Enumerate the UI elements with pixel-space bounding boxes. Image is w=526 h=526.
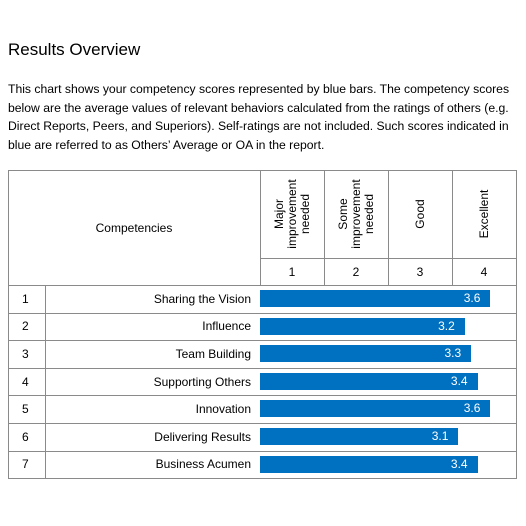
competency-name: Business Acumen — [155, 457, 251, 472]
bar-value: 3.6 — [463, 401, 481, 416]
bar — [260, 400, 491, 418]
bar — [260, 317, 465, 335]
competency-name: Influence — [202, 319, 251, 334]
competency-name: Innovation — [195, 402, 251, 417]
scale-tick: 3 — [416, 264, 424, 279]
scale-label: Major improvement needed — [271, 179, 312, 249]
row-index: 4 — [22, 374, 29, 389]
bar — [260, 455, 478, 473]
bar-value: 3.4 — [450, 373, 468, 388]
row-index: 5 — [22, 402, 29, 417]
row-index: 1 — [22, 291, 29, 306]
competency-name: Sharing the Vision — [153, 291, 251, 306]
scale-label: Some improvement needed — [335, 179, 376, 249]
bar-value: 3.2 — [438, 318, 455, 333]
title: Results Overview — [8, 40, 141, 59]
scale-label: Good — [412, 199, 427, 229]
scale-tick: 4 — [480, 264, 488, 279]
bar-value: 3.1 — [431, 429, 449, 443]
h-line — [8, 423, 517, 424]
column-header: Competencies — [95, 220, 173, 235]
scale-label: Excellent — [476, 189, 491, 239]
bar — [260, 372, 478, 390]
competency-name: Delivering Results — [154, 429, 251, 444]
competency-name: Supporting Others — [153, 374, 251, 389]
bar — [260, 290, 491, 307]
bar-value: 3.4 — [450, 456, 468, 471]
row-index: 6 — [22, 429, 29, 444]
v-line — [388, 170, 389, 285]
v-line — [260, 170, 261, 285]
h-line — [8, 395, 517, 397]
h-line — [8, 340, 517, 342]
scale-tick: 2 — [352, 264, 360, 279]
bar-value: 3.6 — [463, 291, 481, 305]
h-line — [8, 312, 517, 314]
competency-name: Team Building — [175, 346, 251, 361]
h-line — [8, 367, 517, 369]
h-line — [8, 170, 517, 171]
v-line — [8, 170, 9, 480]
row-index: 7 — [22, 457, 29, 472]
description: This chart shows your competency scores … — [8, 82, 510, 152]
v-line — [324, 170, 325, 285]
row-index: 3 — [22, 346, 29, 361]
scale-tick: 1 — [288, 264, 296, 279]
v-line — [452, 170, 453, 285]
bar — [260, 345, 472, 363]
bar — [260, 428, 459, 445]
v-line — [45, 285, 46, 479]
h-line — [8, 450, 517, 452]
h-line — [8, 478, 517, 480]
row-index: 2 — [22, 319, 29, 334]
v-line — [516, 170, 517, 480]
h-line — [8, 285, 517, 286]
bar-value: 3.3 — [444, 346, 462, 361]
